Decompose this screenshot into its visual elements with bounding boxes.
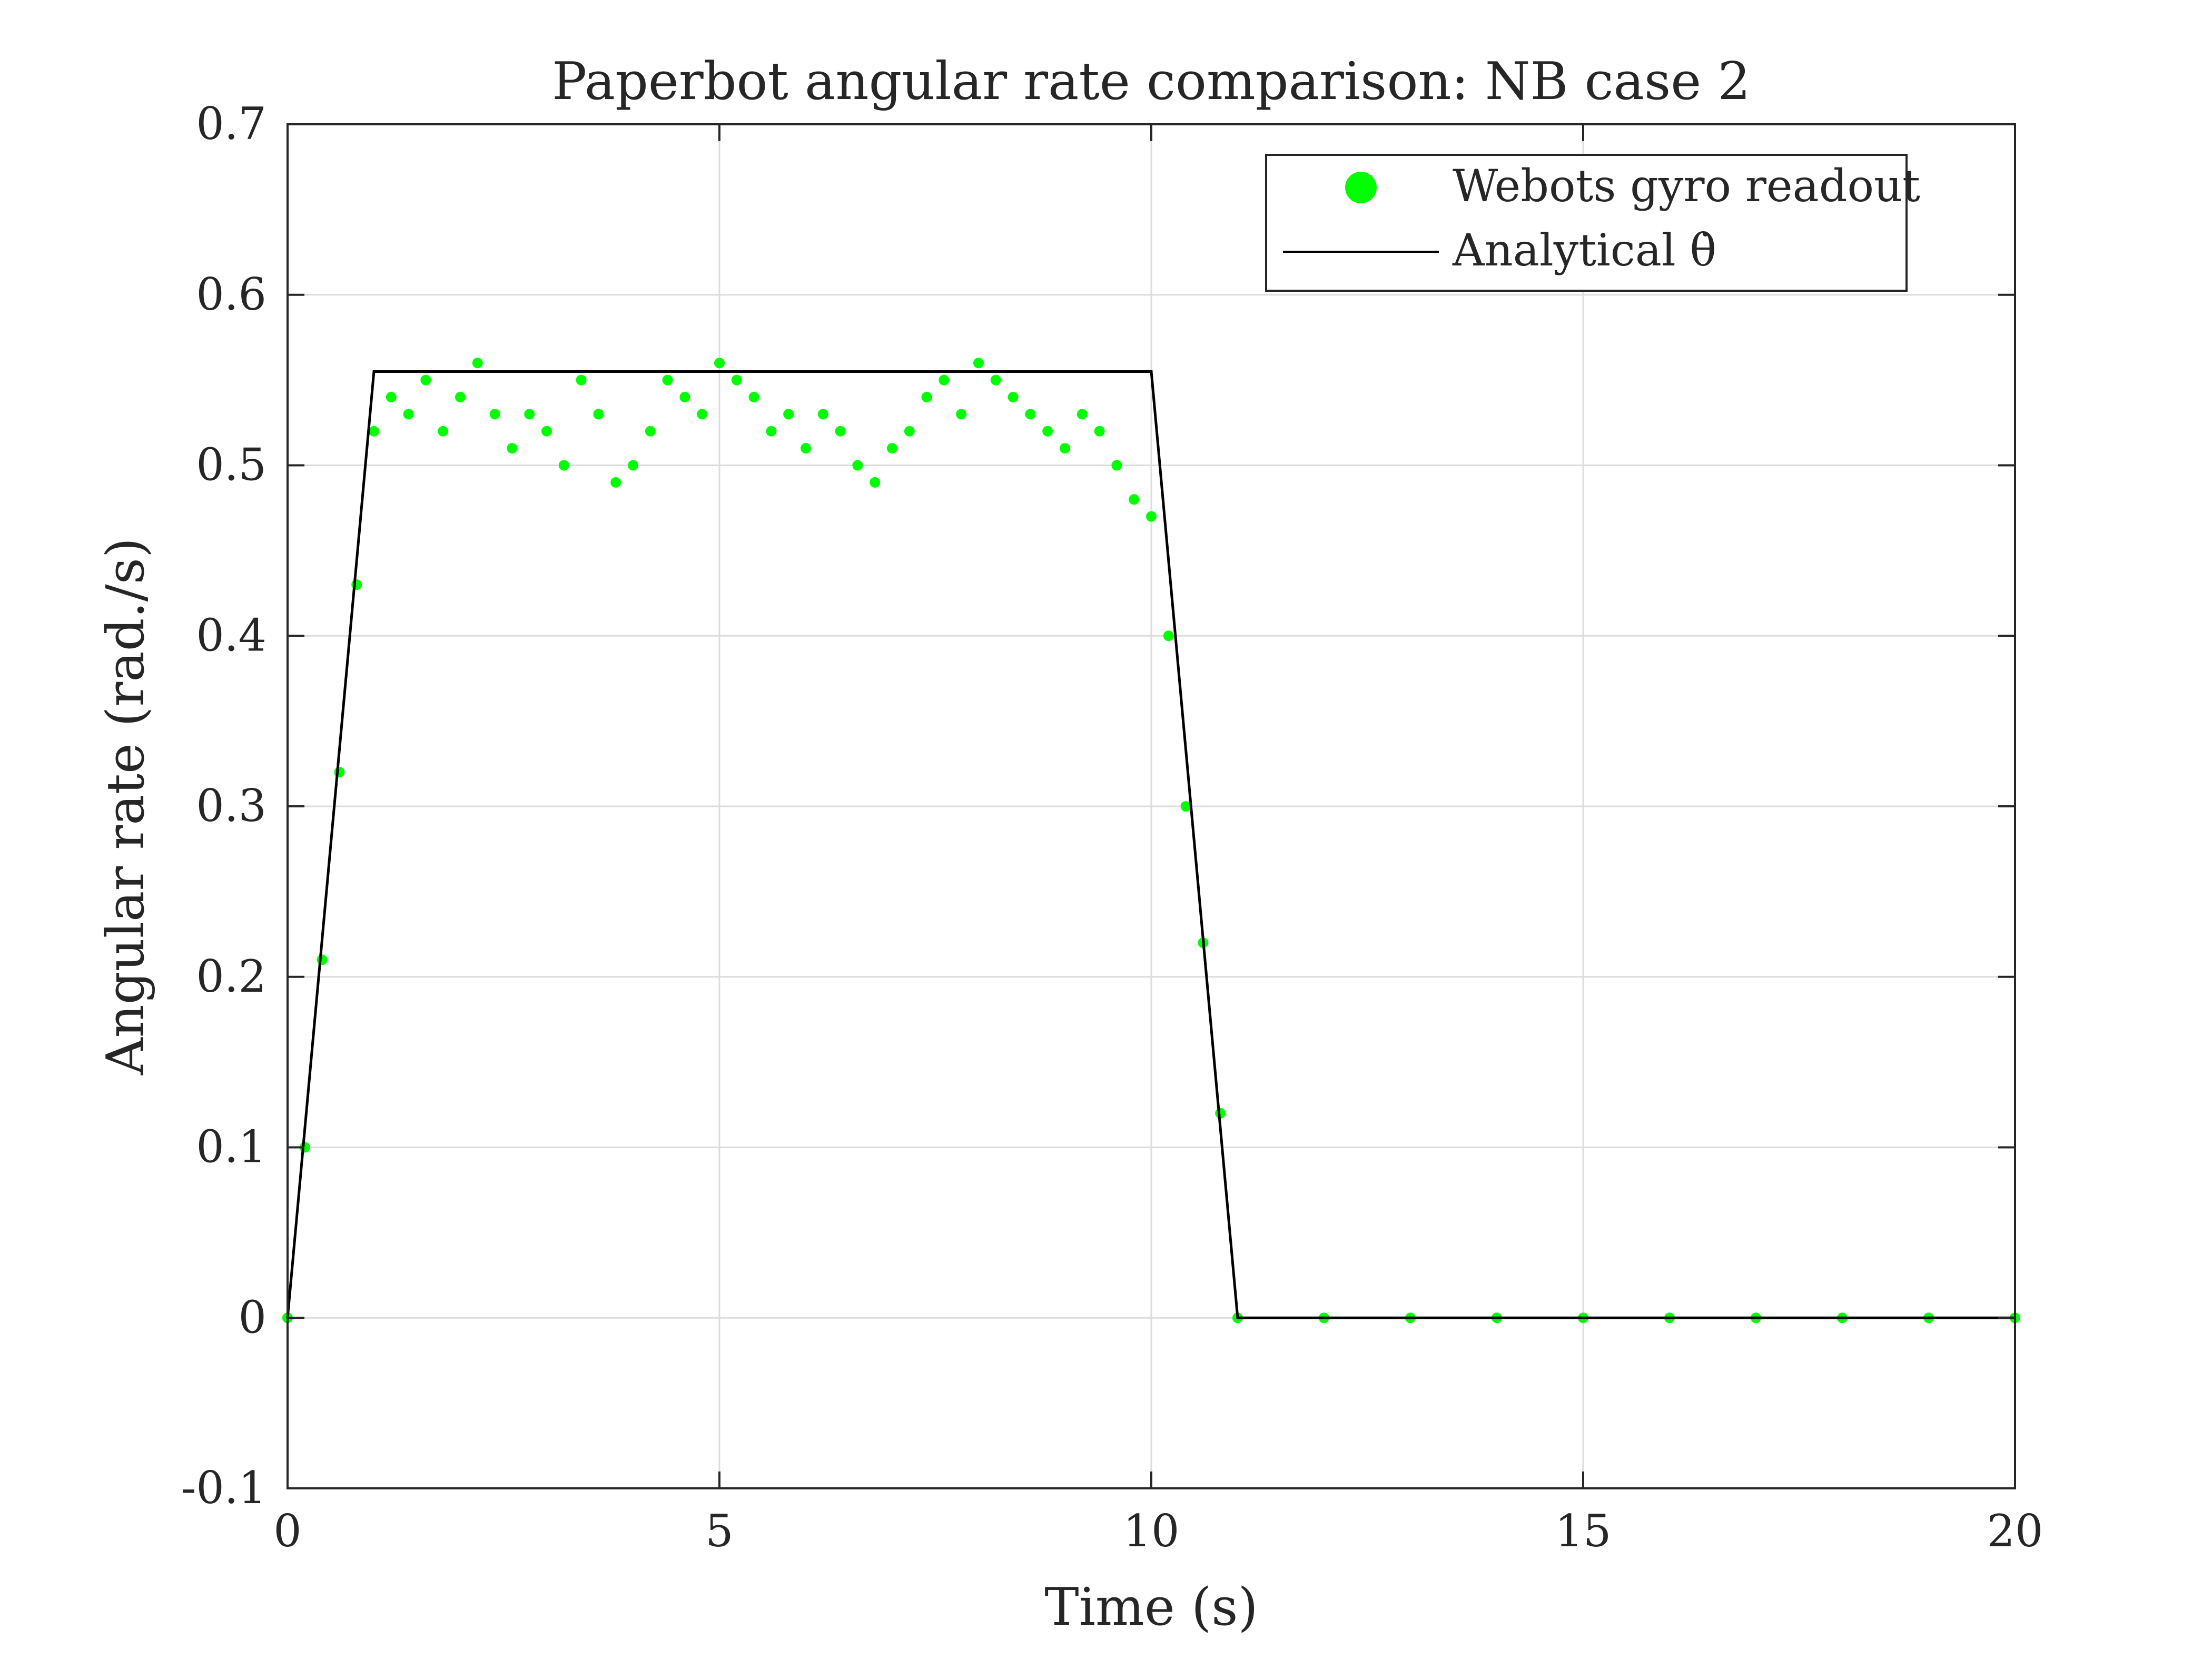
gyro-point xyxy=(455,392,466,402)
legend: Webots gyro readout Analytical θ̇ xyxy=(1265,154,1920,292)
legend-marker-gyro xyxy=(1345,172,1377,203)
gyro-point xyxy=(472,358,483,369)
y-tick-label: -0.1 xyxy=(181,1462,266,1514)
gyro-point xyxy=(1060,443,1070,454)
gyro-point xyxy=(1146,511,1157,522)
gyro-point xyxy=(1180,801,1191,812)
gyro-point xyxy=(645,426,656,437)
gyro-point xyxy=(438,426,449,437)
gyro-point xyxy=(783,409,794,420)
gyro-point xyxy=(403,409,414,420)
gyro-point xyxy=(524,409,535,420)
gyro-point xyxy=(990,374,1001,386)
gyro-point xyxy=(1129,494,1140,505)
y-tick-label: 0 xyxy=(239,1291,266,1343)
gyro-point xyxy=(921,392,932,402)
y-tick-label: 0.6 xyxy=(196,269,266,320)
gyro-point xyxy=(507,443,518,454)
gyro-point xyxy=(1111,460,1122,471)
x-tick-label: 20 xyxy=(1987,1505,2043,1557)
gyro-point xyxy=(887,443,897,454)
x-axis-title: Time (s) xyxy=(1044,1577,1258,1637)
x-tick-labels: 0 5 10 15 20 xyxy=(273,1505,2043,1557)
gyro-point xyxy=(1094,426,1105,437)
analytical-line xyxy=(286,370,2015,1319)
chart-title: Paperbot angular rate comparison: NB cas… xyxy=(552,52,1751,112)
gyro-point xyxy=(697,409,708,420)
gyro-point xyxy=(766,426,777,437)
y-tick-label: 0.1 xyxy=(196,1121,266,1173)
gyro-point xyxy=(558,460,569,471)
gyro-point xyxy=(852,460,863,471)
y-tick-label: 0.4 xyxy=(196,609,266,661)
gyro-point xyxy=(870,477,881,488)
gyro-point xyxy=(628,460,638,471)
gyro-point xyxy=(662,374,673,386)
x-tick-label: 15 xyxy=(1555,1505,1612,1557)
x-tick-label: 10 xyxy=(1123,1505,1180,1557)
y-tick-label: 0.2 xyxy=(196,951,266,1002)
gyro-point xyxy=(317,954,328,965)
gyro-point xyxy=(334,767,345,778)
legend-label-analytical: Analytical θ̇ xyxy=(1452,224,1716,276)
gyro-point xyxy=(1008,392,1019,402)
gyro-point xyxy=(714,358,725,369)
gyro-point xyxy=(420,374,431,386)
gyro-point xyxy=(610,477,621,488)
gyro-point xyxy=(369,426,379,437)
y-axis-title: Angular rate (rad./s) xyxy=(96,538,156,1075)
x-tick-label: 0 xyxy=(273,1505,301,1557)
series-layer xyxy=(282,358,2020,1324)
gyro-point xyxy=(1077,409,1088,420)
gyro-point xyxy=(1025,409,1036,420)
gyro-point xyxy=(801,443,811,454)
gyro-point xyxy=(904,426,915,437)
gyro-point xyxy=(817,409,828,420)
gyro-point xyxy=(1042,426,1053,437)
legend-label-gyro: Webots gyro readout xyxy=(1453,160,1920,212)
gyro-point xyxy=(973,358,984,369)
gyro-point xyxy=(679,392,690,402)
gyro-point xyxy=(541,426,552,437)
y-tick-labels: -0.1 0 0.1 0.2 0.3 0.4 0.5 0.6 0.7 xyxy=(181,98,266,1514)
gyro-point xyxy=(835,426,846,437)
tick-marks xyxy=(287,123,2016,1489)
gyro-point xyxy=(1163,630,1174,641)
y-tick-label: 0.7 xyxy=(196,98,266,150)
y-tick-label: 0.3 xyxy=(196,780,266,832)
gyro-point xyxy=(593,409,604,420)
gyro-point xyxy=(576,374,587,386)
gyro-point xyxy=(489,409,500,420)
y-tick-label: 0.5 xyxy=(196,439,266,491)
gyro-point xyxy=(731,374,742,386)
gyro-point xyxy=(748,392,759,402)
gyro-point xyxy=(939,374,950,386)
x-tick-label: 5 xyxy=(705,1505,733,1557)
gyro-point xyxy=(386,392,397,402)
gyro-point xyxy=(956,409,967,420)
